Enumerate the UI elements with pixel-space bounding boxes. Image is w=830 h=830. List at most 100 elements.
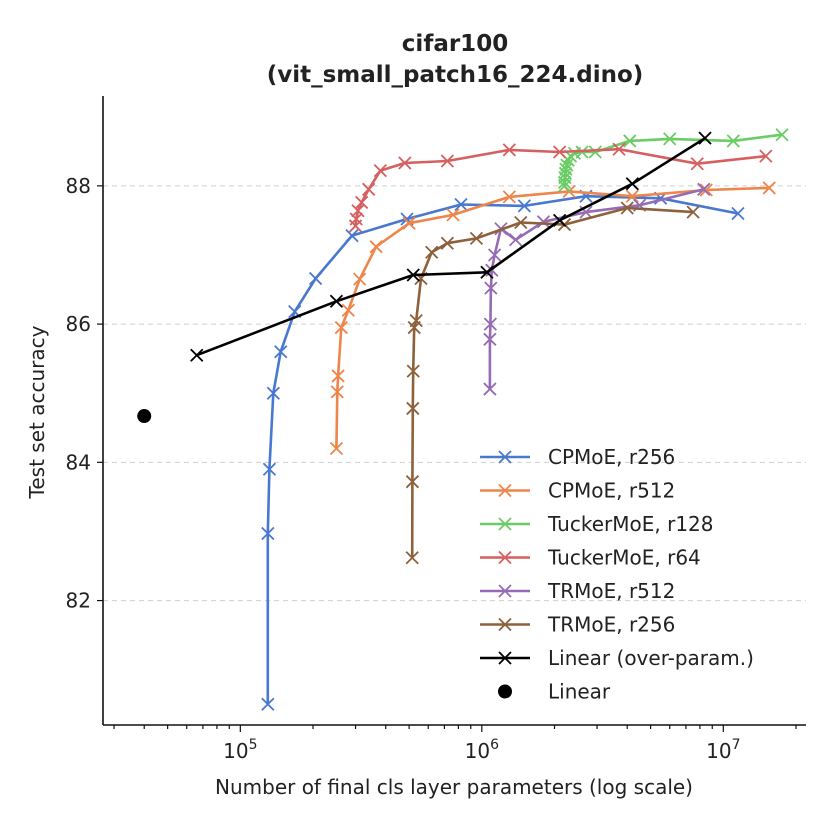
data-point [137,409,152,424]
data-point [405,551,419,565]
data-point [699,183,713,197]
data-point [409,314,423,328]
data-point [625,189,639,203]
data-point [698,131,712,145]
legend-label: CPMoE, r512 [548,479,675,503]
legend-marker [498,450,512,464]
y-tick-label: 88 [66,174,91,198]
data-point [373,164,387,178]
data-point [331,369,345,383]
data-point [612,142,626,156]
legend-item-cpmoe-r512: CPMoE, r512 [480,479,675,503]
legend-marker [498,684,512,699]
data-point [406,268,420,282]
data-point [552,145,567,159]
legend-marker [498,517,512,531]
y-axis-label: Test set accuracy [25,325,49,499]
data-point [759,149,773,163]
y-tick-label: 84 [66,450,91,474]
series-line [335,186,770,449]
data-point [559,162,573,176]
series-line [488,188,705,390]
data-point [355,195,369,210]
plot-area [137,128,789,711]
data-point [330,385,344,399]
x-tick-base: 10 [706,739,731,763]
y-tick-label: 86 [66,312,91,336]
legend-marker [498,617,512,632]
data-point [690,157,704,171]
data-point [406,364,420,378]
series-line [410,206,694,558]
data-point [190,348,204,362]
data-point [483,382,497,396]
data-point [353,272,367,286]
series-cpmoe-r256 [261,189,745,711]
data-point [274,345,288,359]
data-point [560,158,574,172]
legend-label: Linear (over-param.) [548,646,754,670]
series-line [266,194,739,705]
data-point [480,265,494,279]
data-point [686,205,700,219]
legend-marker [498,550,512,565]
data-point [406,401,420,416]
grid [103,185,806,602]
data-point [536,215,551,229]
legend-label: TRMoE, r256 [547,613,675,637]
data-point [623,134,637,148]
data-point [345,228,359,243]
axes [102,96,806,726]
data-point [514,215,528,230]
data-point [588,145,602,159]
chart-title-line1: cifar100 [402,31,508,57]
data-point [425,245,439,259]
data-point [454,197,468,212]
data-point [731,206,745,221]
data-point [261,526,275,541]
x-axis-label: Number of final cls layer parameters (lo… [215,775,693,799]
data-point [726,134,740,148]
data-point [517,199,531,213]
data-point [483,317,498,331]
x-tick-exponent: 5 [249,737,258,753]
series-linear-over-param [190,131,712,362]
data-point [620,201,634,215]
data-point [262,462,277,476]
series-trmoe-r256 [405,201,700,565]
legend-item-cpmoe-r256: CPMoE, r256 [480,445,675,469]
data-point [663,132,677,146]
chart-title-line2: (vit_small_patch16_224.dino) [267,62,644,88]
legend-label: CPMoE, r256 [548,445,675,469]
legend-label: TuckerMoE, r64 [547,546,701,570]
data-point [487,248,502,262]
data-point [502,190,516,204]
data-point [440,154,454,168]
data-point [697,182,711,196]
x-tick-label: 105 [223,737,257,763]
series-tuckermoe-r128 [557,128,789,193]
data-point [762,181,776,195]
series-tuckermoe-r64 [348,142,773,233]
data-point [484,281,498,295]
legend-label: TuckerMoE, r128 [547,512,714,536]
x-tick-exponent: 7 [732,737,741,753]
data-point [261,697,275,711]
legend-label: Linear [548,680,611,704]
data-point [405,475,420,489]
legend-marker [498,483,512,498]
data-point [349,212,363,226]
data-point [362,182,376,196]
legend-item-linear-over-param: Linear (over-param.) [480,646,754,670]
x-tick-label: 107 [706,737,740,763]
data-point [398,156,412,170]
legend-marker [498,651,512,665]
data-point [440,236,454,250]
y-ticks: 82 84 86 88 [66,174,103,613]
series-linear [137,409,152,424]
data-point [402,216,416,230]
x-tick-label: 106 [465,737,499,763]
data-point [351,204,365,218]
legend-item-trmoe-r256: TRMoE, r256 [480,613,675,637]
